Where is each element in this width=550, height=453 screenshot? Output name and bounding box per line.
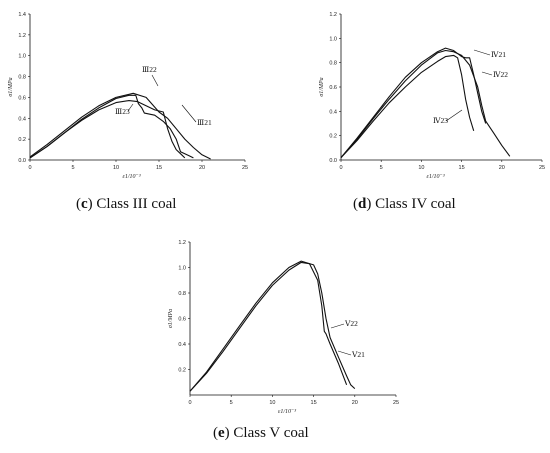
x-tick-label: 10 <box>113 165 119 171</box>
y-tick-label: 0.8 <box>329 61 337 67</box>
panel-c: 0 5 10 15 20 25 0.0 0.2 0.4 0.6 0.8 1.0 1.2 1.4 ε1/10⁻… <box>8 12 248 180</box>
series-annotation: Ⅲ22 <box>142 65 157 74</box>
series-line-Ⅴ22 <box>189 261 348 392</box>
x-axis-label: ε1/10⁻³ <box>427 174 445 180</box>
annotation-leader <box>473 49 491 56</box>
x-tick-label: 15 <box>459 165 465 171</box>
panel-e: 0 5 10 15 20 25 0.2 0.4 0.6 0.8 1.0 1.2 ε1/10⁻³ σ1/MP… <box>168 240 399 415</box>
y-tick-label: 1.0 <box>178 266 186 272</box>
y-tick-label: 0.4 <box>178 342 186 348</box>
x-tick-label: 0 <box>28 165 31 171</box>
y-tick-label: 1.0 <box>329 36 337 42</box>
x-tick-label: 5 <box>230 400 233 406</box>
x-tick-label: 25 <box>393 400 399 406</box>
annotation-leader <box>181 104 197 123</box>
y-tick-label: 0.6 <box>18 95 26 101</box>
x-tick-label: 5 <box>380 165 383 171</box>
series-annotation: Ⅳ21 <box>491 50 506 59</box>
y-tick-label: 1.2 <box>178 240 186 246</box>
y-tick-label: 1.0 <box>18 54 26 60</box>
x-tick-label: 20 <box>352 400 358 406</box>
y-tick-label: 0.2 <box>329 134 337 140</box>
y-axis-label: σ1/MPa <box>8 77 14 96</box>
y-tick-label: 0.0 <box>18 158 26 164</box>
y-tick-label: 0.8 <box>18 75 26 81</box>
series-line-Ⅲ22 <box>29 94 194 159</box>
y-axis-label: σ1/MPa <box>319 77 325 96</box>
y-tick-label: 0.4 <box>329 109 337 115</box>
series-annotation: Ⅳ22 <box>493 70 508 79</box>
annotation-leader <box>337 350 352 356</box>
y-tick-label: 1.2 <box>329 12 337 18</box>
x-tick-label: 0 <box>339 165 342 171</box>
annotation-leader <box>481 71 493 76</box>
series-line-Ⅳ23 <box>340 54 475 158</box>
y-tick-label: 0.4 <box>18 116 26 122</box>
caption-e: (e) Class V coal <box>213 425 309 441</box>
x-tick-label: 25 <box>539 165 545 171</box>
caption-d: (d) Class IV coal <box>353 196 456 212</box>
series-line-Ⅴ21 <box>189 260 356 392</box>
series-line-Ⅲ21 <box>29 92 211 160</box>
x-tick-label: 10 <box>269 400 275 406</box>
series-line-Ⅳ21 <box>340 47 487 158</box>
annotation-leader <box>127 103 134 112</box>
x-tick-label: 25 <box>242 165 248 171</box>
x-tick-label: 20 <box>499 165 505 171</box>
annotation-leader <box>151 74 159 87</box>
x-tick-label: 0 <box>188 400 191 406</box>
series-annotation: Ⅳ23 <box>433 116 448 125</box>
x-tick-label: 10 <box>418 165 424 171</box>
x-tick-label: 15 <box>156 165 162 171</box>
caption-c: (c) Class III coal <box>76 196 177 212</box>
annotation-leader <box>330 323 345 329</box>
y-tick-label: 0.8 <box>178 291 186 297</box>
panel-d: 0 5 10 15 20 25 0.0 0.2 0.4 0.6 0.8 1.0 1.2 ε1/10⁻³ σ1… <box>319 12 545 180</box>
y-axis-label: σ1/MPa <box>168 309 174 328</box>
x-axis-label: ε1/10⁻³ <box>278 409 296 415</box>
x-tick-label: 20 <box>199 165 205 171</box>
series-line-Ⅳ22 <box>340 49 511 158</box>
y-tick-label: 1.4 <box>18 12 26 18</box>
y-tick-label: 0.2 <box>18 137 26 143</box>
series-annotation: Ⅲ21 <box>197 118 212 127</box>
series-annotation: Ⅲ23 <box>115 107 130 116</box>
y-tick-label: 1.2 <box>18 33 26 39</box>
series-annotation: Ⅴ21 <box>351 350 365 359</box>
annotation-leader <box>445 109 463 122</box>
y-tick-label: 0.2 <box>178 368 186 374</box>
y-tick-label: 0.0 <box>329 158 337 164</box>
series-annotation: Ⅴ22 <box>344 319 358 328</box>
series-line-Ⅲ23 <box>29 100 186 159</box>
x-tick-label: 15 <box>311 400 317 406</box>
x-axis-label: ε1/10⁻³ <box>123 174 141 180</box>
x-tick-label: 5 <box>71 165 74 171</box>
y-tick-label: 0.6 <box>329 85 337 91</box>
y-tick-label: 0.6 <box>178 317 186 323</box>
